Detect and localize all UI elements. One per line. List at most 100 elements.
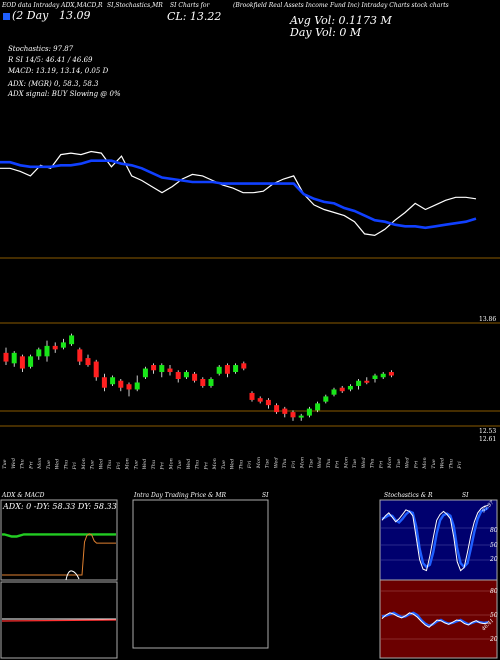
candle-body: [216, 366, 222, 374]
date-tick-label: 06 Nov Wed: [273, 457, 279, 470]
date-tick-label: 07 Nov Thu: [282, 458, 288, 470]
date-tick-label: 14 Oct Mon: [125, 458, 131, 470]
date-tick-label: 23 Oct Wed: [186, 459, 192, 470]
candle-body: [85, 358, 91, 366]
candle-body: [3, 352, 9, 362]
date-tick-label: 01 Nov Fri: [247, 460, 253, 470]
candle-body: [134, 382, 140, 390]
candle-body: [192, 373, 198, 381]
adx-value: ADX: (MGR) 0, 58.3, 58.3: [8, 80, 99, 88]
date-value: 13.09: [59, 9, 91, 22]
adx-panel-frame: [0, 499, 118, 581]
stoch-tick-50: 50: [490, 542, 498, 549]
dx-line-DX: [2, 533, 116, 576]
candle-body: [282, 408, 288, 414]
candle-body: [175, 372, 181, 379]
date-tick-label: 01 Oct Tue: [46, 460, 52, 470]
candle-body: [126, 384, 132, 390]
series-line-average: [0, 159, 477, 230]
candle-body: [200, 379, 206, 386]
intraday-panel-title: Intra Day Trading Price & MR: [134, 492, 227, 499]
date-tick-label: 20 Nov Wed: [361, 457, 367, 470]
date-tick-label: 04 Dec Wed: [440, 458, 446, 470]
candle-body: [257, 398, 263, 402]
candle-body: [306, 408, 312, 416]
date-tick-label: 31 Oct Thu: [238, 460, 244, 470]
candle-body: [372, 375, 378, 379]
candle-body: [167, 368, 173, 373]
date-tick-label: 18 Nov Mon: [343, 457, 349, 470]
date-tick-label: 05 Dec Thu: [448, 459, 454, 470]
rsi-line-MRSI: [381, 612, 489, 628]
rsi-tick-50: 50: [490, 612, 498, 619]
main-chart: 24 Sep Tue25 Sep Wed26 Sep Thu27 Sep Fri…: [0, 150, 500, 470]
candle-body: [11, 352, 17, 364]
date-tick-label: 21 Nov Thu: [370, 458, 376, 470]
series-line-price: [0, 150, 477, 237]
date-tick-label: 28 Oct Mon: [212, 458, 218, 470]
date-tick-label: 08 Nov Fri: [291, 460, 297, 470]
header-title-4: (Brookfield Real Assets Income Fund Inc)…: [233, 2, 449, 9]
stoch-panel-frame: [379, 499, 498, 581]
adx-signal: ADX signal: BUY Slowing @ 0%: [8, 90, 121, 98]
date-tick-label: 07 Oct Mon: [81, 458, 87, 470]
adx-panel-values: ADX: 0 -DY: 58.33 DY: 58.33: [3, 502, 117, 511]
date-tick-label: 12 Nov Tue: [308, 459, 314, 470]
rsi-tick-80: 80: [490, 588, 498, 595]
date-tick-label: 25 Nov Mon: [387, 457, 393, 470]
macd-line: [65, 570, 80, 581]
header-title-1: EOD data Intraday ADX,MACD,R: [2, 2, 103, 9]
header-title-3: SI Charts for: [170, 2, 210, 9]
candle-body: [69, 335, 75, 345]
candle-body: [60, 342, 66, 348]
date-tick-label: 13 Nov Wed: [317, 457, 323, 470]
stochastics-value: Stochastics: 97.87: [8, 45, 74, 53]
date-tick-label: 05 Nov Tue: [265, 459, 271, 470]
date-label: (2 Day: [12, 9, 49, 22]
candle-body: [183, 372, 189, 378]
date-tick-label: 26 Sep Thu: [20, 459, 26, 470]
date-tick-label: 29 Oct Tue: [221, 460, 227, 470]
date-tick-label: 22 Nov Fri: [378, 460, 384, 470]
stoch-line-fast: [381, 505, 489, 572]
date-tick-label: 21 Oct Mon: [168, 458, 174, 470]
candle-body: [347, 385, 353, 390]
date-tick-label: 16 Oct Wed: [142, 459, 148, 470]
date-tick-label: 11 Oct Fri: [116, 462, 122, 470]
stoch-line-Stochastics: [381, 506, 489, 569]
date-tick-label: 19 Nov Tue: [352, 459, 358, 470]
candle-body: [331, 389, 337, 395]
candle-body: [110, 377, 116, 385]
candle-body: [19, 356, 25, 369]
intraday-panel-title-2: SI: [262, 492, 269, 499]
candle-body: [208, 379, 214, 386]
date-tick-label: 27 Sep Fri: [28, 461, 34, 470]
date-tick-label: 02 Oct Wed: [55, 459, 61, 470]
candle-body: [101, 377, 107, 388]
date-tick-label: 09 Oct Wed: [98, 459, 104, 470]
candle-body: [241, 363, 247, 369]
candle-body: [388, 372, 394, 376]
rsi-value: R SI 14/5: 46.41 / 46.69: [8, 56, 93, 64]
candle-body: [77, 349, 83, 362]
date-tick-label: 15 Oct Tue: [133, 460, 139, 470]
date-tick-label: 30 Sep Mon: [37, 458, 43, 470]
adx-line-ADX: [2, 533, 116, 538]
date-tick-label: 11 Nov Mon: [300, 457, 306, 470]
date-tick-label: 30 Oct Wed: [230, 459, 236, 470]
date-tick-label: 25 Oct Fri: [203, 462, 209, 470]
price-label-top: 13.86: [479, 316, 497, 323]
date-tick-label: 24 Oct Thu: [195, 460, 201, 470]
stoch-panel-title: Stochastics & R: [384, 492, 433, 499]
date-tick-label: 08 Oct Tue: [90, 460, 96, 470]
stoch-panel-title-2: SI: [462, 492, 469, 499]
candle-body: [44, 345, 50, 357]
adx-panel-title: ADX & MACD: [2, 492, 45, 499]
date-tick-label: 10 Oct Thu: [107, 460, 113, 470]
date-tick-label: 22 Oct Tue: [177, 460, 183, 470]
close-label: CL: 13.22: [167, 10, 222, 23]
date-tick-label: 25 Sep Wed: [11, 458, 17, 470]
date-tick-label: 03 Oct Thu: [63, 460, 69, 470]
rsi-panel-frame: [379, 579, 498, 659]
